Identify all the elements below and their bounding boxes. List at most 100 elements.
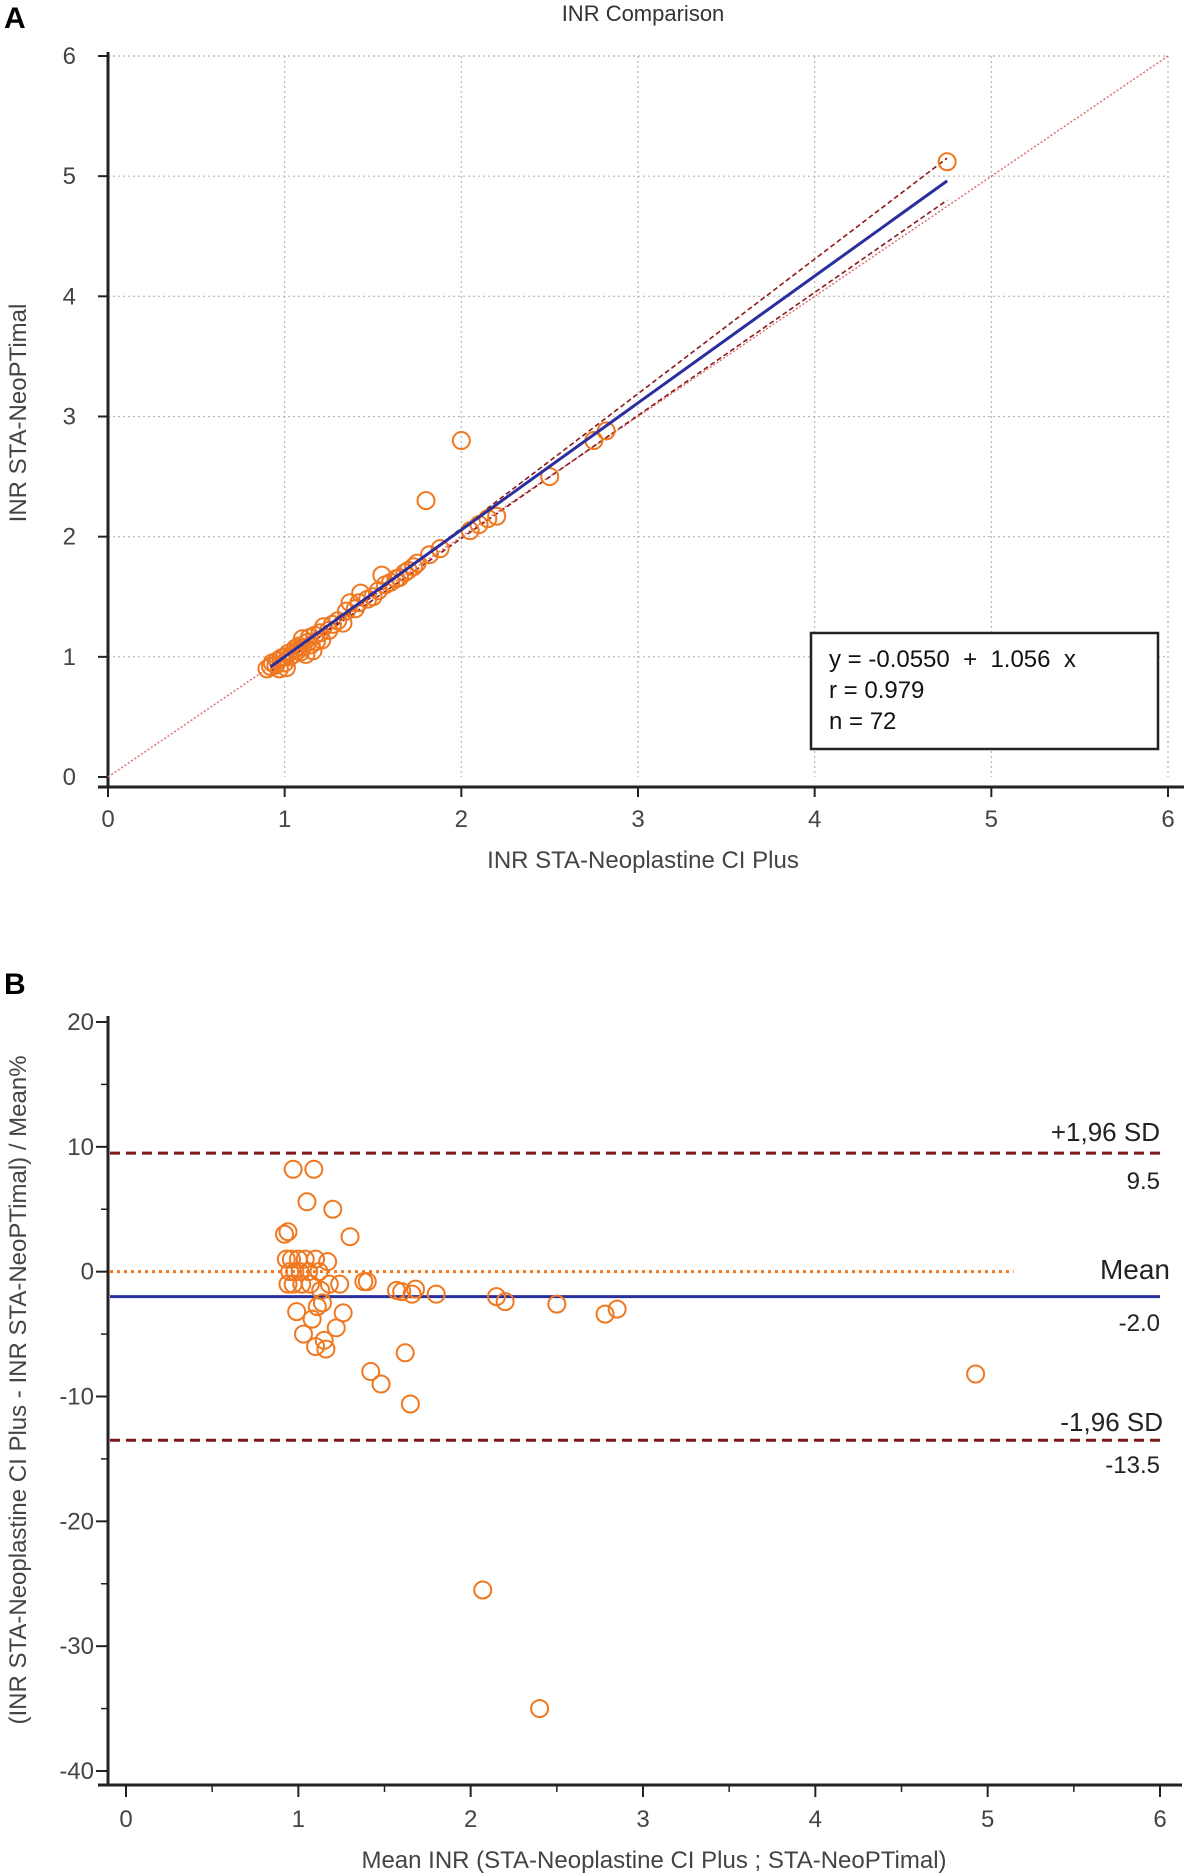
data-point xyxy=(547,1294,567,1314)
chart-b-points xyxy=(275,1159,986,1719)
y-tick-label: 10 xyxy=(67,1134,94,1161)
data-point xyxy=(283,1159,303,1179)
x-tick-label: 0 xyxy=(101,806,114,833)
chart-a-x-axis-label: INR STA-Neoplastine CI Plus xyxy=(487,847,799,874)
panel-b-label: B xyxy=(4,968,26,1001)
x-tick-label: 2 xyxy=(455,806,468,833)
data-point xyxy=(937,152,957,172)
data-point xyxy=(323,1199,343,1219)
upper-loa-value: 9.5 xyxy=(1127,1168,1160,1195)
data-point xyxy=(322,614,342,634)
data-point xyxy=(304,1159,324,1179)
y-tick-label: 20 xyxy=(67,1009,94,1036)
chart-a-axes xyxy=(98,52,1184,789)
data-point xyxy=(318,1252,338,1272)
data-point xyxy=(607,1299,627,1319)
data-point xyxy=(306,1249,326,1269)
data-point xyxy=(404,557,424,577)
data-point xyxy=(290,1262,310,1282)
y-tick-label: 0 xyxy=(63,764,76,791)
panel-b: B 0 1 2 3 4 5 6 -40 -30 -20 -10 0 10 20 +1,96 SD 9.5… xyxy=(4,968,1182,1874)
data-point xyxy=(278,1222,298,1242)
panel-a-label: A xyxy=(4,2,26,35)
data-point xyxy=(357,1272,377,1292)
y-tick-label: -40 xyxy=(59,1758,94,1785)
x-tick-label: 4 xyxy=(808,806,821,833)
data-point xyxy=(392,1282,412,1302)
data-point xyxy=(395,1343,415,1363)
upper-loa-label: +1,96 SD xyxy=(1051,1117,1160,1147)
chart-b-y-ticks: -40 -30 -20 -10 0 10 20 xyxy=(59,1009,108,1785)
ci-upper-line xyxy=(270,157,948,675)
x-tick-label: 1 xyxy=(278,806,291,833)
data-point xyxy=(451,431,471,451)
lower-loa-label: -1,96 SD xyxy=(1060,1407,1163,1437)
y-tick-label: 0 xyxy=(81,1259,94,1286)
y-tick-label: -30 xyxy=(59,1633,94,1660)
data-point xyxy=(402,1284,422,1304)
data-point xyxy=(287,1302,307,1322)
data-point xyxy=(363,587,383,607)
lower-loa-value: -13.5 xyxy=(1105,1452,1160,1479)
data-point xyxy=(595,1304,615,1324)
data-point xyxy=(297,1192,317,1212)
data-point xyxy=(333,1303,353,1323)
regression-r: r = 0.979 xyxy=(829,677,924,704)
y-tick-label: 4 xyxy=(63,283,76,310)
data-point xyxy=(420,545,440,565)
data-point xyxy=(400,1394,420,1414)
y-tick-label: 5 xyxy=(63,163,76,190)
data-point xyxy=(966,1364,986,1384)
x-tick-label: 6 xyxy=(1153,1806,1166,1833)
regression-equation: y = -0.0550 + 1.056 x xyxy=(829,646,1076,673)
data-point xyxy=(295,1249,315,1269)
data-point xyxy=(416,491,436,511)
chart-b-x-axis-label: Mean INR (STA-Neoplastine CI Plus ; STA-… xyxy=(361,1847,946,1874)
data-point xyxy=(530,1699,550,1719)
y-tick-label: -20 xyxy=(59,1508,94,1535)
data-point xyxy=(340,1227,360,1247)
y-tick-label: 6 xyxy=(63,43,76,70)
data-point xyxy=(319,1274,339,1294)
x-tick-label: 2 xyxy=(464,1806,477,1833)
data-point xyxy=(371,1374,391,1394)
data-point xyxy=(361,1362,381,1382)
data-point xyxy=(473,1580,493,1600)
regression-annotation-box: y = -0.0550 + 1.056 x r = 0.979 n = 72 xyxy=(809,631,1160,751)
regression-line xyxy=(269,179,949,669)
data-point xyxy=(381,572,401,592)
data-point xyxy=(316,1339,336,1359)
data-point xyxy=(430,539,450,559)
regression-n: n = 72 xyxy=(829,708,896,735)
data-point xyxy=(330,1274,350,1294)
chart-a-title: INR Comparison xyxy=(562,1,725,26)
x-tick-label: 5 xyxy=(985,806,998,833)
chart-b-y-axis-label: (INR STA-Neoplastine CI Plus - INR STA-N… xyxy=(5,1055,32,1724)
x-tick-label: 6 xyxy=(1161,806,1174,833)
data-point xyxy=(406,1279,426,1299)
mean-label: Mean xyxy=(1100,1254,1170,1285)
y-tick-label: -10 xyxy=(59,1384,94,1411)
x-tick-label: 1 xyxy=(292,1806,305,1833)
data-point xyxy=(312,1293,332,1313)
y-tick-label: 1 xyxy=(63,644,76,671)
data-point xyxy=(487,506,507,526)
mean-value: -2.0 xyxy=(1119,1310,1160,1337)
x-tick-label: 5 xyxy=(981,1806,994,1833)
chart-b-x-ticks: 0 1 2 3 4 5 6 xyxy=(119,1785,1167,1833)
x-tick-label: 3 xyxy=(631,806,644,833)
y-tick-label: 2 xyxy=(63,524,76,551)
ci-lower-line xyxy=(270,199,948,672)
chart-a-y-axis-label: INR STA-NeoPTimal xyxy=(5,304,32,523)
data-point xyxy=(294,1324,314,1344)
panel-a: A INR Comparison 0 1 2 3 4 5 6 0 1 2 3 4 5 6 INR STA… xyxy=(4,1,1184,874)
chart-a-y-ticks: 0 1 2 3 4 5 6 xyxy=(63,43,108,791)
x-tick-label: 0 xyxy=(119,1806,132,1833)
data-point xyxy=(495,1292,515,1312)
data-point xyxy=(426,1284,446,1304)
data-point xyxy=(302,1309,322,1329)
chart-a-x-ticks: 0 1 2 3 4 5 6 xyxy=(101,787,1175,833)
x-tick-label: 4 xyxy=(809,1806,822,1833)
data-point xyxy=(275,1224,295,1244)
